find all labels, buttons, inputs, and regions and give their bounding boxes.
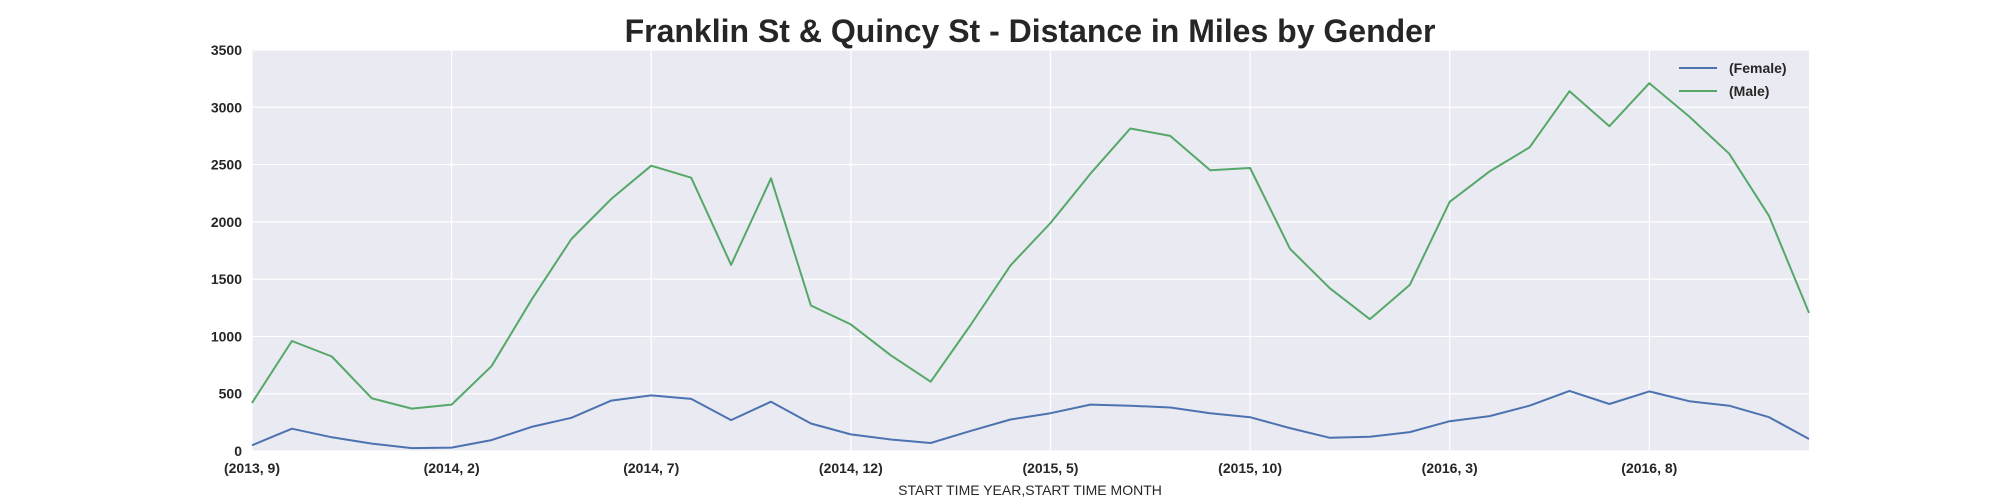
y-tick-label: 2000 [211, 214, 242, 230]
legend-entry: (Female) [1729, 60, 1787, 76]
x-axis-ticks: (2013, 9) (2014, 2) (2014, 7) (2014, 12) (20… [224, 460, 1677, 476]
plot-background [252, 50, 1809, 451]
y-tick-label: 2500 [211, 157, 242, 173]
y-axis-ticks: 0 500 1000 1500 2000 2500 3000 3500 [211, 42, 242, 459]
series-line-1 [251, 82, 1810, 410]
legend-entry: (Male) [1729, 83, 1769, 99]
series-line-0 [251, 389, 1810, 450]
x-tick-label: (2015, 5) [1022, 460, 1078, 476]
y-tick-label: 0 [234, 443, 242, 459]
x-tick-label: (2016, 8) [1621, 460, 1677, 476]
x-tick-label: (2013, 9) [224, 460, 280, 476]
y-tick-label: 3500 [211, 42, 242, 58]
x-tick-label: (2014, 2) [424, 460, 480, 476]
x-tick-label: (2014, 7) [623, 460, 679, 476]
chart-title: Franklin St & Quincy St - Distance in Mi… [625, 13, 1436, 49]
y-tick-label: 1000 [211, 328, 242, 344]
x-tick-label: (2016, 3) [1422, 460, 1478, 476]
y-tick-label: 3000 [211, 99, 242, 115]
legend: (Female) (Male) [1679, 60, 1787, 99]
series-lines [251, 82, 1810, 450]
grid-lines [251, 49, 1809, 452]
x-tick-label: (2014, 12) [819, 460, 883, 476]
y-tick-label: 1500 [211, 271, 242, 287]
y-tick-label: 500 [219, 386, 243, 402]
x-tick-label: (2015, 10) [1218, 460, 1282, 476]
x-axis-label: START TIME YEAR,START TIME MONTH [898, 482, 1162, 498]
